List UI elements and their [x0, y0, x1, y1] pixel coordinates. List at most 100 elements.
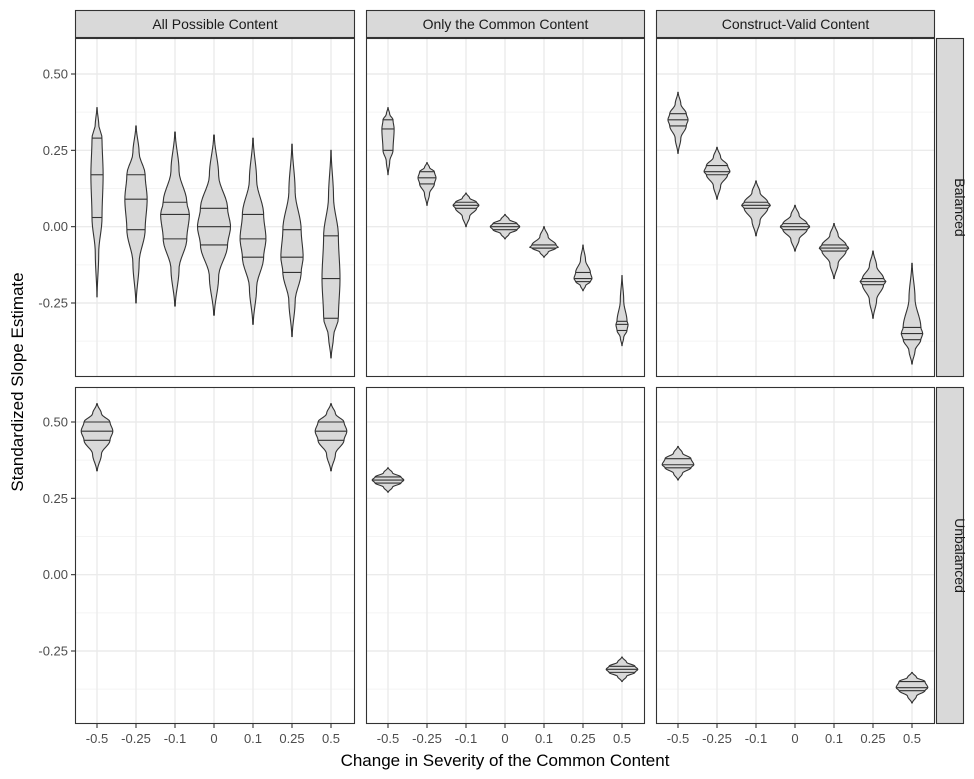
violin-shape	[239, 137, 267, 325]
violin-group	[615, 274, 629, 347]
violin-group	[661, 445, 695, 481]
violin-shape	[615, 274, 629, 347]
y-axis-title: Standardized Slope Estimate	[8, 272, 27, 491]
x-tick-label: 0	[501, 731, 508, 746]
violin-layer	[80, 91, 929, 704]
violin-group	[489, 213, 521, 240]
y-tick-label: 0.00	[43, 219, 68, 234]
panel-border	[365, 386, 646, 725]
violin-group	[90, 107, 104, 298]
panel-background	[75, 387, 355, 724]
violin-group	[124, 125, 148, 304]
violin-shape	[160, 131, 190, 307]
violin-shape	[80, 403, 114, 472]
violin-shape	[900, 262, 924, 365]
y-tick-label: -0.25	[38, 296, 68, 311]
violin-shape	[529, 226, 559, 258]
y-tick-label: 0.50	[43, 67, 68, 82]
panel-border	[74, 37, 356, 378]
y-tick-label: 0.50	[43, 415, 68, 430]
panel-border	[655, 37, 936, 378]
facet-strip-top	[365, 9, 646, 39]
violin-shape	[452, 192, 480, 228]
violin-group	[314, 403, 348, 472]
violin-group	[381, 107, 395, 176]
x-tick-label: 0.5	[322, 731, 340, 746]
x-tick-label: -0.5	[667, 731, 689, 746]
violin-shape	[573, 244, 593, 292]
violin-group	[371, 467, 405, 493]
facet-strip-right	[935, 386, 965, 725]
grid-layer	[75, 38, 935, 724]
panel-border	[365, 37, 646, 378]
violin-group	[741, 180, 771, 237]
facet-strip-top	[74, 9, 356, 39]
x-tick-label: -0.1	[745, 731, 767, 746]
x-tick-label: 0	[791, 731, 798, 746]
facet-label-column: Construct-Valid Content	[722, 16, 870, 32]
violin-group	[605, 656, 639, 683]
violin-group	[900, 262, 924, 365]
violin-shape	[661, 445, 695, 481]
facet-label-column: All Possible Content	[152, 16, 277, 32]
facet-label-column: Only the Common Content	[423, 16, 589, 32]
x-tick-label: -0.25	[121, 731, 151, 746]
facet-label-row: Balanced	[952, 178, 968, 236]
violin-group	[239, 137, 267, 325]
x-tick-label: 0.5	[903, 731, 921, 746]
violin-shape	[196, 134, 232, 316]
violin-group	[196, 134, 232, 316]
facet-strip-top	[655, 9, 936, 39]
violin-shape	[667, 91, 689, 154]
x-tick-label: -0.1	[164, 731, 186, 746]
violin-group	[859, 250, 887, 319]
panel-border	[74, 386, 356, 725]
violin-group	[573, 244, 593, 292]
frame-layer	[71, 9, 965, 728]
panel-border	[655, 386, 936, 725]
facet-label-row: Unbalanced	[952, 518, 968, 593]
violin-group	[667, 91, 689, 154]
y-tick-label: 0.25	[43, 491, 68, 506]
y-tick-label: -0.25	[38, 644, 68, 659]
x-tick-label: 0	[210, 731, 217, 746]
x-tick-label: -0.5	[377, 731, 399, 746]
violin-shape	[321, 149, 341, 359]
violin-shape	[314, 403, 348, 472]
x-tick-label: 0.1	[244, 731, 262, 746]
text-layer: Change in Severity of the Common Content…	[8, 16, 968, 770]
violin-shape	[779, 204, 811, 252]
x-tick-label: 0.25	[279, 731, 304, 746]
violin-shape	[124, 125, 148, 304]
violin-group	[417, 162, 437, 206]
violin-group	[160, 131, 190, 307]
x-tick-label: -0.25	[412, 731, 442, 746]
violin-group	[321, 149, 341, 359]
violin-shape	[381, 107, 395, 176]
facet-strip-right	[935, 37, 965, 378]
violin-group	[452, 192, 480, 228]
x-tick-label: 0.25	[860, 731, 885, 746]
violin-shape	[280, 143, 304, 338]
violin-shape	[703, 146, 731, 200]
violin-group	[280, 143, 304, 338]
x-axis-title: Change in Severity of the Common Content	[341, 751, 670, 770]
x-tick-label: -0.1	[455, 731, 477, 746]
violin-group	[779, 204, 811, 252]
violin-group	[895, 671, 929, 704]
x-tick-label: 0.1	[535, 731, 553, 746]
x-tick-label: 0.25	[570, 731, 595, 746]
y-tick-label: 0.00	[43, 567, 68, 582]
x-tick-label: 0.5	[613, 731, 631, 746]
x-tick-label: 0.1	[825, 731, 843, 746]
violin-group	[703, 146, 731, 200]
x-tick-label: -0.5	[86, 731, 108, 746]
y-tick-label: 0.25	[43, 143, 68, 158]
x-tick-label: -0.25	[702, 731, 732, 746]
violin-shape	[90, 107, 104, 298]
violin-group	[80, 403, 114, 472]
violin-group	[529, 226, 559, 258]
violin-group	[818, 223, 850, 280]
